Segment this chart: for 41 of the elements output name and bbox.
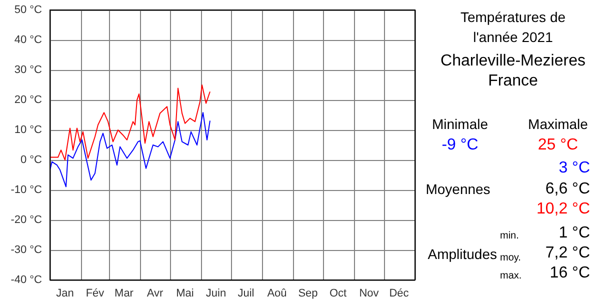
x-tick-label: Déc xyxy=(389,288,410,300)
text: 10,2 °C xyxy=(536,200,590,218)
text: 3 °C xyxy=(558,160,590,176)
y-tick-label: 30 °C xyxy=(14,64,42,76)
x-tick-label: Avr xyxy=(146,288,164,300)
y-tick-label: 40 °C xyxy=(14,34,42,46)
x-tick-label: Nov xyxy=(359,288,380,300)
text: 7,2 °C xyxy=(545,244,590,262)
text: 16 °C xyxy=(550,264,590,282)
y-tick-label: 0 °C xyxy=(20,154,42,166)
text: 6,6 °C xyxy=(545,180,590,198)
y-tick-label: -10 °C xyxy=(10,184,42,196)
text: max. xyxy=(500,270,522,282)
text: 25 °C xyxy=(538,136,578,154)
y-tick-label: -20 °C xyxy=(10,214,42,226)
y-tick-label: 50 °C xyxy=(14,4,42,16)
text: -9 °C xyxy=(442,136,478,154)
x-tick-label: Sep xyxy=(298,288,318,300)
y-tick-label: 20 °C xyxy=(14,94,42,106)
line-series xyxy=(50,84,210,160)
text: Minimale xyxy=(432,116,488,132)
text: moy. xyxy=(500,252,521,264)
x-tick-label: Oct xyxy=(329,288,347,300)
x-tick-label: Aoû xyxy=(267,288,287,300)
text: Moyennes xyxy=(426,181,490,197)
text: min. xyxy=(500,230,519,242)
x-tick-label: Mai xyxy=(176,288,194,300)
y-tick-label: -30 °C xyxy=(10,244,42,256)
line-series xyxy=(50,112,210,188)
text: Charleville-Mezieres France xyxy=(440,52,586,90)
text: Maximale xyxy=(528,116,588,132)
text: 1 °C xyxy=(558,224,590,242)
x-tick-label: Jan xyxy=(56,288,74,300)
y-tick-label: 10 °C xyxy=(14,124,42,136)
x-tick-label: Juin xyxy=(206,288,226,300)
y-tick-label: -40 °C xyxy=(10,274,42,286)
text: Températures de l'année 2021 xyxy=(460,9,566,45)
x-tick-label: Fév xyxy=(86,288,105,300)
text: Amplitudes xyxy=(428,246,497,262)
x-tick-label: Juil xyxy=(238,288,254,300)
x-tick-label: Mar xyxy=(114,288,134,300)
